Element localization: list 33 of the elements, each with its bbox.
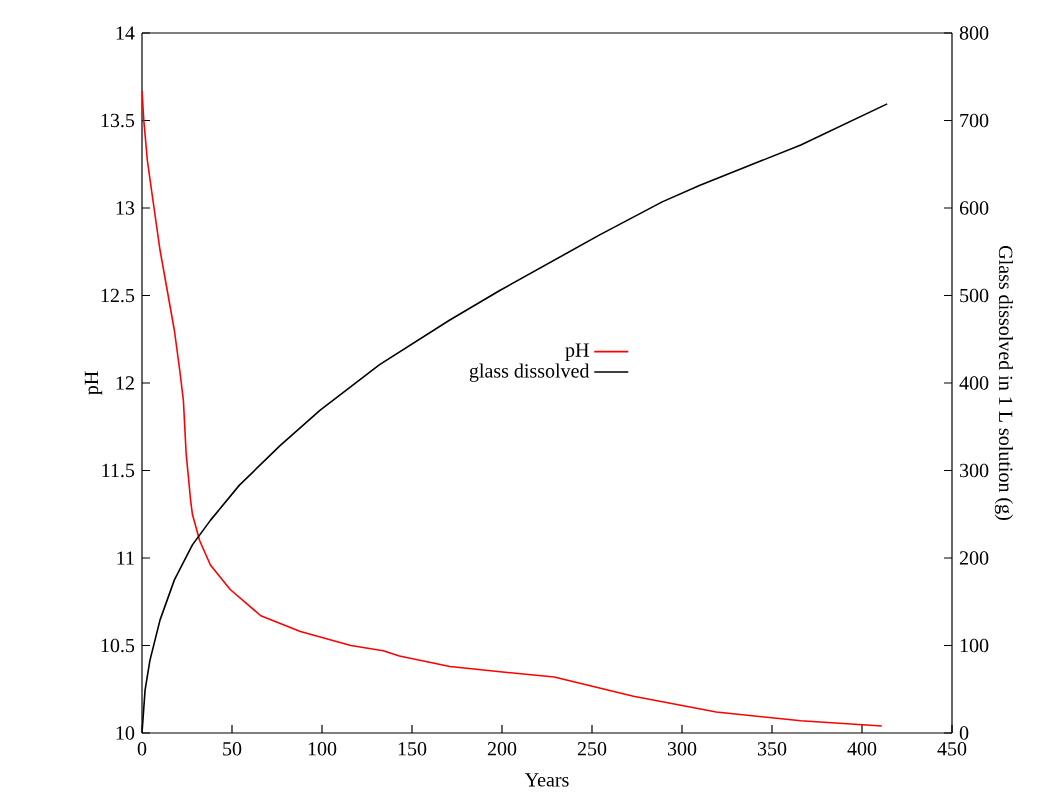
y-tick-label: 12.5 — [101, 288, 135, 303]
x-tick-label: 100 — [308, 742, 337, 756]
x-axis-title: Years — [524, 773, 569, 787]
y2-tick-label: 200 — [959, 551, 989, 565]
x-tick-label: 450 — [937, 742, 967, 756]
legend-label: pH — [565, 343, 589, 361]
y-tick-label: 11.5 — [102, 463, 135, 478]
y2-tick-label: 300 — [960, 463, 989, 478]
y-tick-label: 11 — [117, 551, 134, 565]
x-tick-label: 250 — [577, 742, 607, 756]
legend-label: glass dissolved — [469, 363, 590, 382]
y-tick-label: 13 — [116, 201, 135, 215]
y-tick-label: 12 — [116, 376, 134, 390]
y2-axis-title: Glass dissolved in 1 L solution (g) — [994, 246, 1013, 520]
x-tick-label: 200 — [487, 742, 517, 756]
y-tick-label: 14 — [116, 26, 135, 40]
y2-tick-label: 400 — [959, 376, 989, 390]
x-tick-label: 300 — [667, 742, 697, 756]
x-tick-label: 400 — [847, 742, 877, 756]
x-tick-label: 350 — [757, 742, 787, 756]
y2-tick-label: 0 — [959, 726, 969, 740]
y-tick-label: 13.5 — [101, 113, 135, 128]
y-axis-title: pH — [84, 371, 103, 395]
y2-tick-label: 600 — [959, 201, 989, 215]
y2-tick-label: 700 — [960, 113, 989, 128]
x-tick-label: 0 — [137, 742, 147, 756]
y-tick-label: 10.5 — [101, 638, 135, 653]
y-tick-label: 10 — [116, 726, 135, 740]
y2-tick-label: 800 — [959, 26, 989, 40]
x-tick-label: 150 — [398, 742, 427, 756]
x-tick-label: 50 — [223, 742, 242, 756]
y2-tick-label: 500 — [960, 288, 989, 303]
y2-tick-label: 100 — [960, 638, 989, 653]
